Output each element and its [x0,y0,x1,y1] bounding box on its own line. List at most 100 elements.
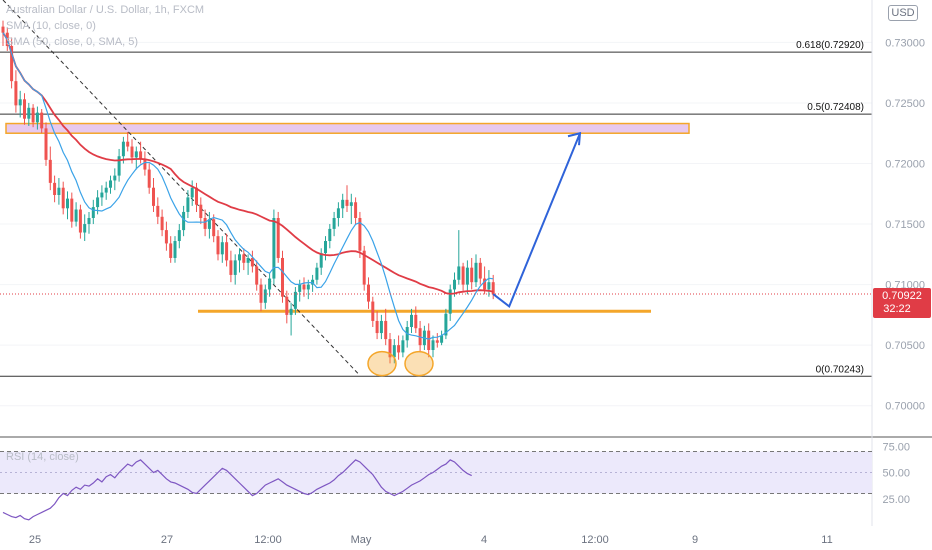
candle-body [91,207,95,218]
candle-body [1,26,5,33]
fib-label: 0(0.70243) [816,364,864,375]
sma10-line [2,32,494,340]
candle-body [130,146,134,158]
candle-body [319,253,323,268]
candle-body [465,267,469,285]
rsi-tick-label: 50.00 [882,468,910,480]
candle-body [18,99,22,106]
candle-body [225,242,229,261]
candle-body [96,197,100,208]
candle-body [238,254,241,261]
candle-body [117,156,121,176]
candle-body [44,128,48,160]
candle-body [199,204,203,218]
candle-body [427,330,431,351]
candle-body [285,296,289,315]
candle-body [242,254,246,263]
price-tick-label: 0.73000 [885,37,925,49]
candle-body [255,266,259,285]
candle-body [134,151,138,158]
time-tick-label: 4 [481,534,487,546]
candle-body [70,198,74,222]
candle-body [83,224,87,233]
candle-body [268,278,272,290]
candle-body [328,228,332,242]
candle-body [78,209,82,233]
currency-button[interactable]: USD [888,5,918,21]
sma50-line [2,32,494,295]
candle-body [40,112,44,129]
candle-body [48,159,52,183]
candle-body [397,345,401,353]
candle-body [207,219,211,229]
candle-body [315,267,319,280]
candle-body [336,208,340,218]
candle-body [263,289,267,303]
price-tick-label: 0.72000 [885,159,925,171]
time-tick-label: May [351,534,372,546]
price-tick-label: 0.72500 [885,98,925,110]
candle-body [379,320,383,334]
price-axis[interactable]: 0.730000.725000.720000.715000.710000.705… [885,37,925,412]
sma10-legend: SMA (10, close, 0) [6,20,96,32]
candle-body [431,340,435,351]
downtrend-line [2,0,361,376]
candle-body [358,218,362,251]
chart-title: Australian Dollar / U.S. Dollar, 1h, FXC… [6,4,205,16]
candle-body [345,199,349,206]
candle-body [182,211,186,231]
rsi-tick-label: 25.00 [882,494,910,506]
candle-body [470,267,474,283]
candle-body [435,340,439,343]
candle-body [177,230,181,242]
candle-body [31,107,35,123]
candle-body [160,216,164,231]
candle-body [302,284,306,290]
candle-body [186,197,190,212]
candle-body [14,81,18,106]
candle-body [414,314,418,329]
candle-body [169,243,173,258]
bottom-circle [367,350,397,377]
candle-body [66,198,69,209]
fib-levels: 0.618(0.72920) 0.5(0.72408) 0(0.70243) [0,40,872,377]
candle-body [461,266,465,285]
candle-body [212,219,216,237]
candle-body [190,187,194,198]
projection-arrowhead [567,131,582,146]
candle-body [375,320,379,334]
rsi-line [2,459,472,521]
price-tick-label: 0.71500 [885,219,925,231]
candle-body [371,301,375,321]
candle-body [349,202,353,206]
candle-body [216,236,220,255]
price-tick-label: 0.70000 [885,401,925,413]
candle-body [457,266,461,280]
candle-body [293,291,297,309]
price-tick-label: 0.70500 [885,340,925,352]
candle-body [354,202,358,218]
candle-body [298,284,302,292]
candle-body [195,187,198,205]
candle-body [139,151,143,159]
candle-body [401,340,405,353]
candle-body [392,345,396,358]
fib-label: 0.618(0.72920) [796,40,864,51]
candle-body [324,241,327,254]
time-tick-label: 11 [821,534,832,546]
countdown-label: 32:22 [883,303,911,315]
time-tick-label: 12:00 [581,534,609,546]
time-tick-label: 27 [161,534,173,546]
candle-body [53,182,57,195]
rsi-tick-label: 75.00 [882,441,910,453]
candle-body [233,260,237,275]
candle-body [246,257,250,263]
time-axis[interactable]: 25 27 12:00 May 4 12:00 9 11 [29,534,833,546]
candle-body [173,241,177,258]
main-pane-background [0,0,872,436]
candle-body [281,257,284,297]
candle-body [289,308,293,315]
last-price-label: 0.70922 [882,290,922,302]
candle-body [367,284,370,302]
